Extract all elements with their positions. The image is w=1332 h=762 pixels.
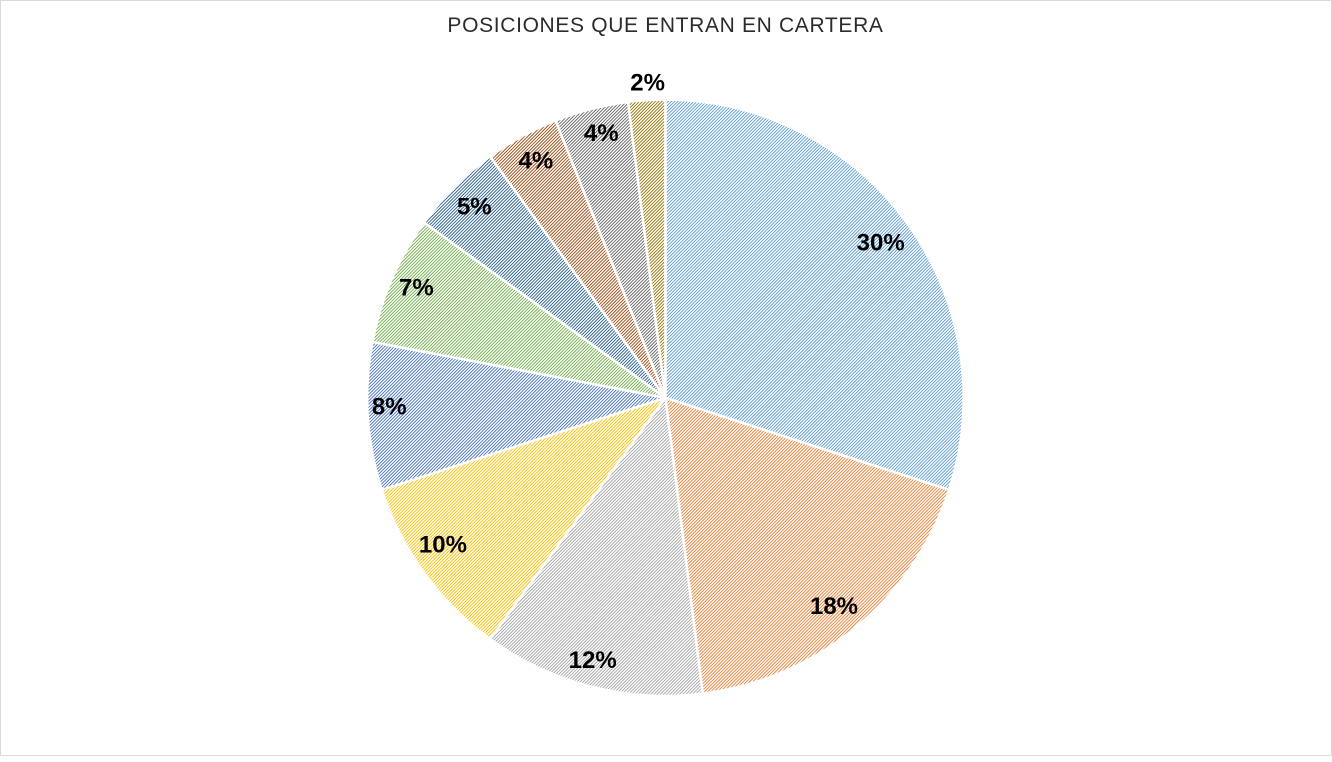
svg-text:10%: 10% xyxy=(419,532,467,559)
svg-text:8%: 8% xyxy=(372,394,407,421)
svg-text:4%: 4% xyxy=(584,120,619,147)
svg-text:18%: 18% xyxy=(810,593,858,620)
svg-text:5%: 5% xyxy=(457,194,492,221)
svg-text:7%: 7% xyxy=(399,275,434,302)
svg-text:POSICIONES QUE ENTRAN EN CARTE: POSICIONES QUE ENTRAN EN CARTERA xyxy=(447,14,883,37)
svg-text:30%: 30% xyxy=(857,229,905,256)
svg-text:12%: 12% xyxy=(569,647,617,674)
svg-text:2%: 2% xyxy=(630,70,665,97)
svg-text:4%: 4% xyxy=(519,148,554,175)
